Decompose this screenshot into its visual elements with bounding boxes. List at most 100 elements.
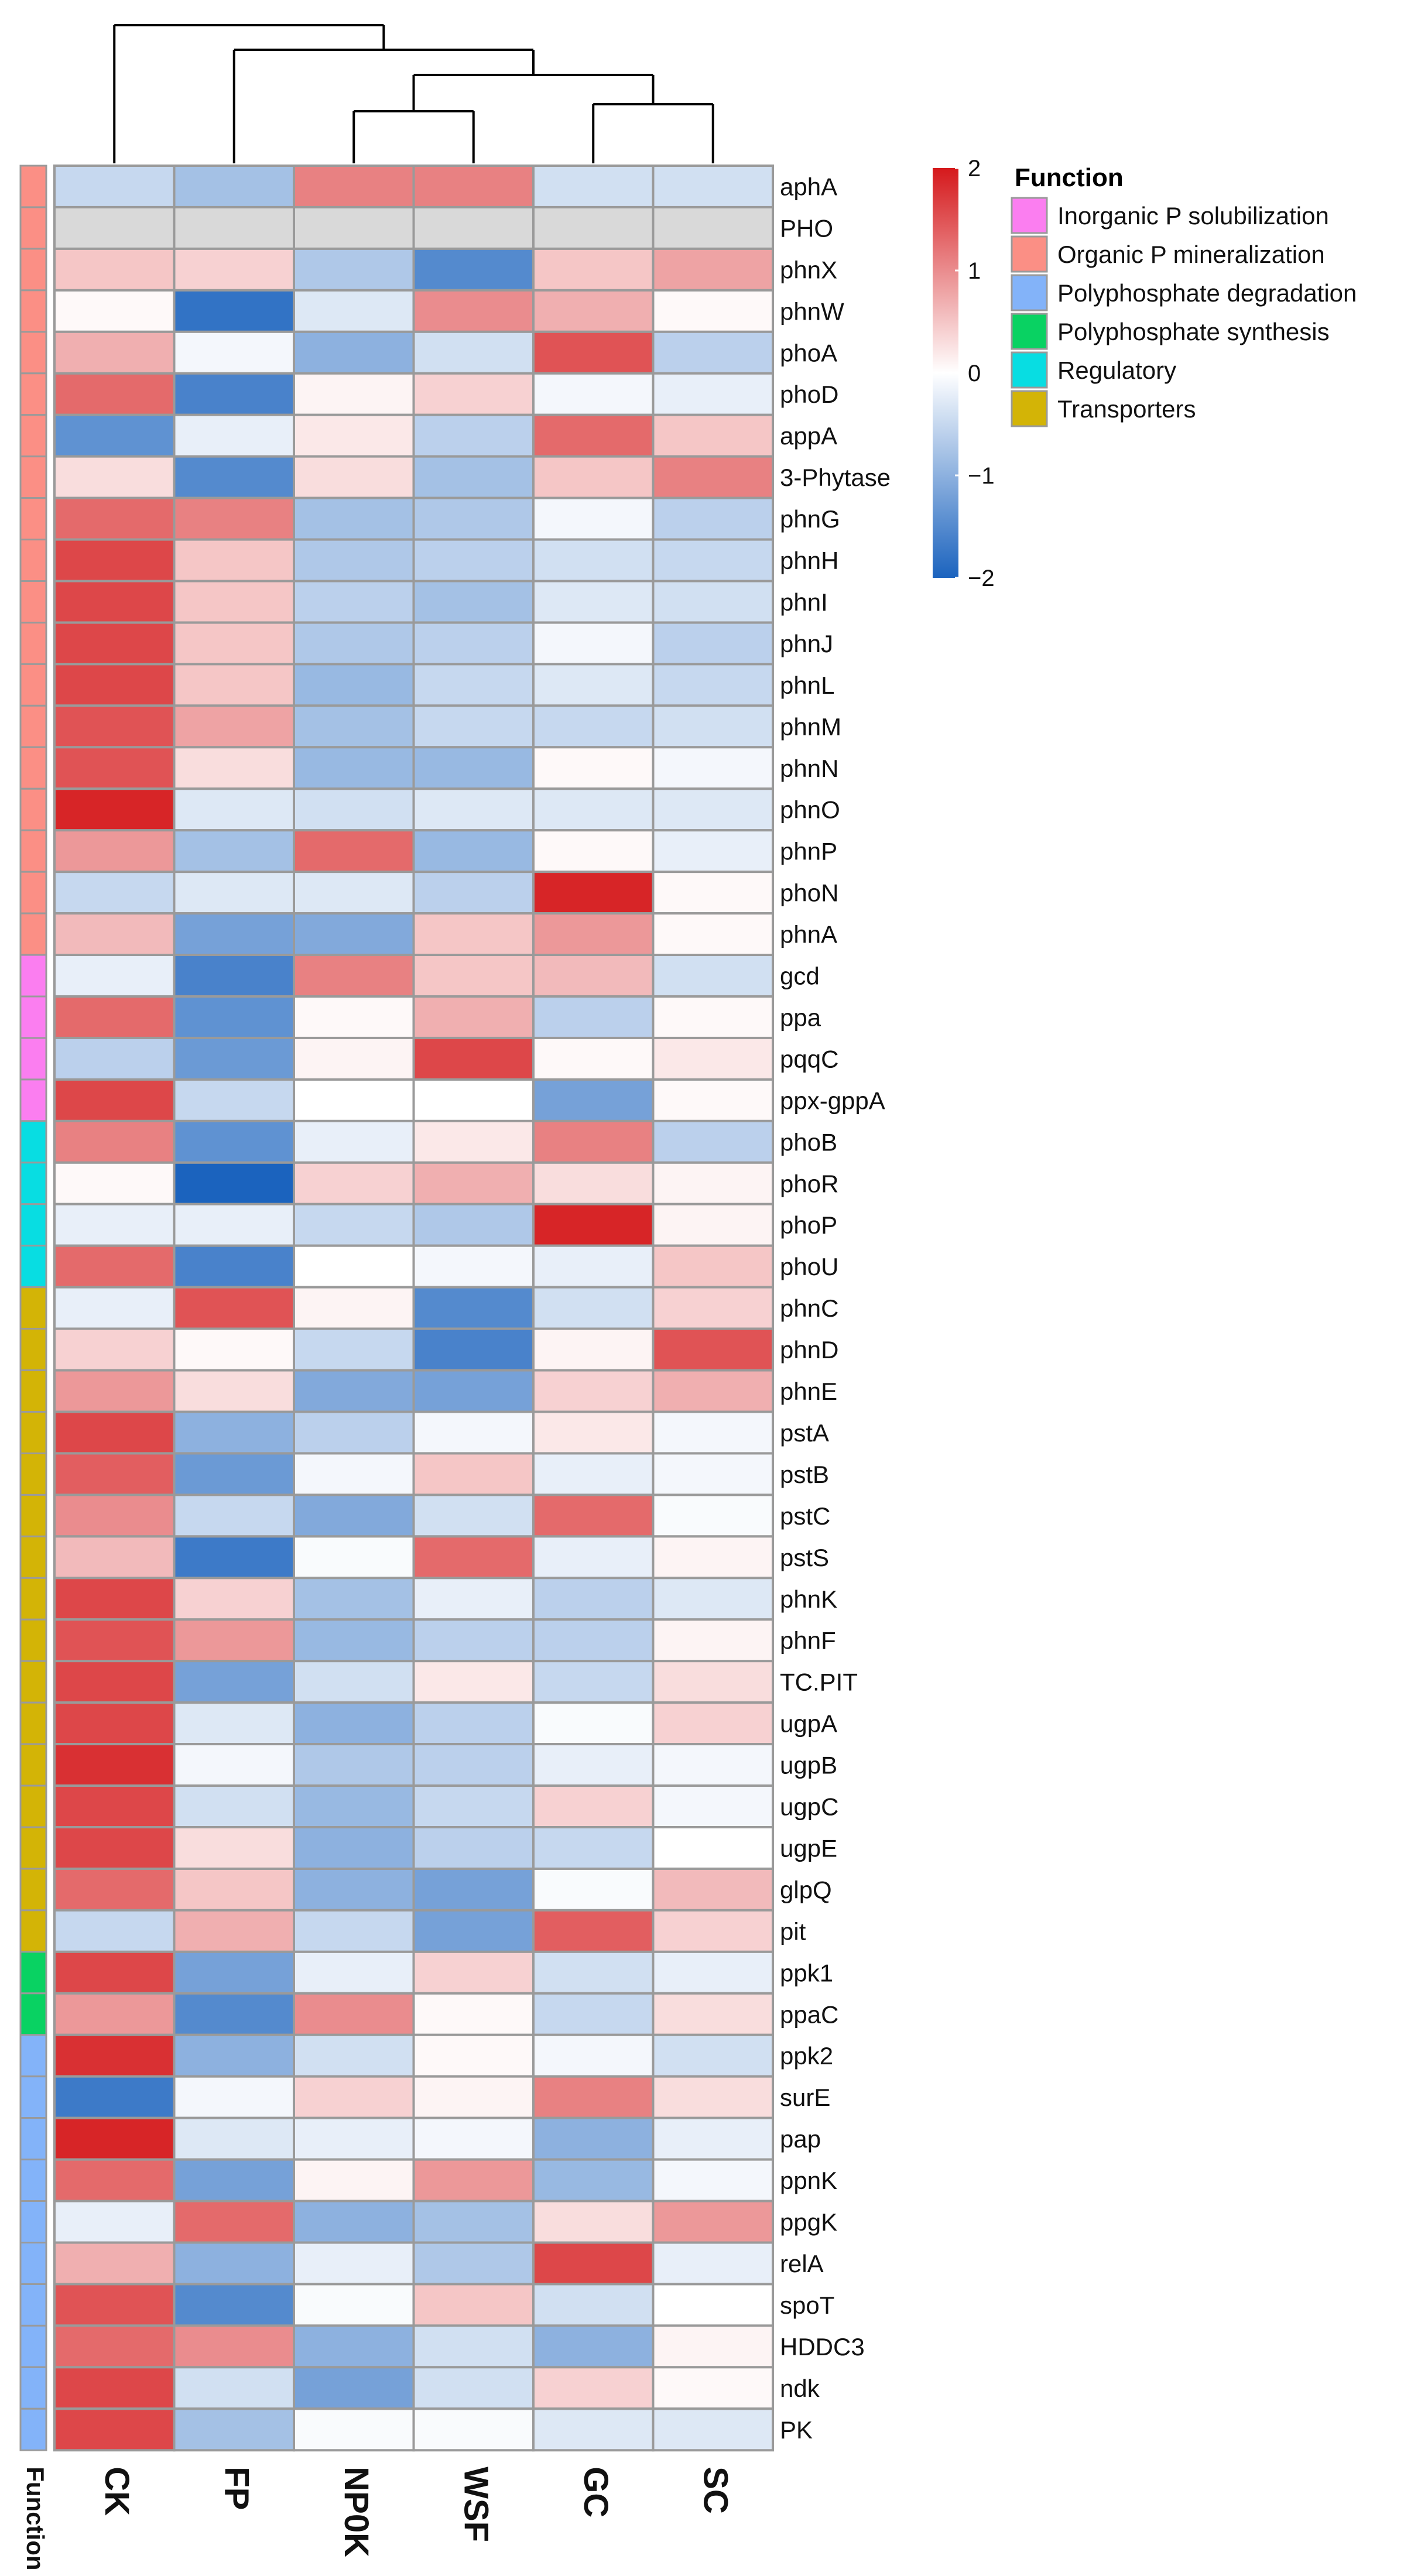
row-label: spoT (780, 2291, 834, 2319)
heatmap-cell-phnH-FP (173, 538, 295, 583)
heatmap-cell-relA-SC (652, 2241, 774, 2286)
annotation-cell (19, 954, 47, 998)
heatmap-cell-ppgK-CK (53, 2200, 176, 2244)
heatmap-cell-glpQ-SC (652, 1867, 774, 1912)
heatmap-cell-phoA-CK (53, 330, 176, 375)
heatmap-cell-phnF-WSF (412, 1618, 535, 1663)
heatmap-cell-phnC-WSF (412, 1286, 535, 1330)
heatmap-cell-pstA-FP (173, 1410, 295, 1455)
heatmap-cell-phnO-WSF (412, 787, 535, 832)
heatmap-cell-spoT-SC (652, 2283, 774, 2327)
heatmap-cell-phnH-NP0K (293, 538, 415, 583)
heatmap-cell-surE-SC (652, 2075, 774, 2119)
row-label: phoR (780, 1170, 838, 1197)
heatmap-cell-phnH-SC (652, 538, 774, 583)
annotation-cell (19, 1535, 47, 1579)
heatmap-cell-gcd-SC (652, 954, 774, 998)
heatmap-cell-3-Phytase-GC (532, 455, 655, 499)
heatmap-cell-PK-WSF (412, 2407, 535, 2452)
heatmap-cell-pqqC-SC (652, 1036, 774, 1081)
heatmap-cell-pap-WSF (412, 2116, 535, 2161)
heatmap-cell-ppa-WSF (412, 995, 535, 1039)
heatmap-cell-HDDC3-CK (53, 2324, 176, 2369)
column-label: SC (696, 2467, 734, 2514)
heatmap-cell-phnH-CK (53, 538, 176, 583)
annotation-cell (19, 1951, 47, 1995)
annotation-cell (19, 497, 47, 541)
heatmap-cell-pstA-WSF (412, 1410, 535, 1455)
heatmap-cell-phoB-GC (532, 1119, 655, 1164)
heatmap-cell-TC.PIT-WSF (412, 1660, 535, 1704)
annotation-cell (19, 2200, 47, 2244)
heatmap-cell-pqqC-WSF (412, 1036, 535, 1081)
heatmap-cell-phnG-GC (532, 496, 655, 541)
heatmap-cell-phoD-GC (532, 372, 655, 416)
heatmap-cell-ugpE-GC (532, 1826, 655, 1870)
heatmap-cell-phoA-WSF (412, 330, 535, 375)
annotation-cell (19, 372, 47, 416)
heatmap-cell-relA-GC (532, 2241, 655, 2286)
heatmap-cell-ppk1-GC (532, 1950, 655, 1995)
annotation-cell (19, 663, 47, 707)
heatmap-cell-ugpA-SC (652, 1701, 774, 1746)
legend-swatch (1011, 390, 1048, 427)
heatmap-cell-3-Phytase-CK (53, 455, 176, 499)
heatmap-cell-phnN-GC (532, 746, 655, 790)
annotation-cell (19, 1328, 47, 1372)
annotation-cell (19, 2366, 47, 2410)
heatmap-cell-phnD-NP0K (293, 1327, 415, 1372)
heatmap-cell-pstC-WSF (412, 1493, 535, 1538)
heatmap-cell-pap-CK (53, 2116, 176, 2161)
row-labels: aphA PHO phnX phnW phoA phoD appA 3-Phytase phnG… (780, 173, 891, 2443)
colorbar-gradient (933, 168, 958, 578)
heatmap-cell-glpQ-CK (53, 1867, 176, 1912)
heatmap-cell-pstS-FP (173, 1535, 295, 1580)
heatmap-cell-phoP-WSF (412, 1203, 535, 1247)
heatmap-cell-gcd-NP0K (293, 954, 415, 998)
heatmap-cell-phnW-FP (173, 289, 295, 333)
annotation-cell (19, 1493, 47, 1537)
row-label: relA (780, 2250, 824, 2277)
legend-swatch (1011, 274, 1048, 311)
heatmap-cell-spoT-GC (532, 2283, 655, 2327)
heatmap-cell-phnN-SC (652, 746, 774, 790)
heatmap-cell-pqqC-FP (173, 1036, 295, 1081)
heatmap-cell-phoR-FP (173, 1161, 295, 1205)
row-label: aphA (780, 173, 837, 200)
row-label: ppgK (780, 2208, 837, 2236)
row-label: ppk2 (780, 2042, 833, 2070)
row-label: ppnK (780, 2167, 837, 2194)
legend-label: Polyphosphate degradation (1057, 279, 1357, 307)
heatmap-cell-ppa-CK (53, 995, 176, 1039)
heatmap-cell-phoA-FP (173, 330, 295, 375)
heatmap-cell-phnM-FP (173, 704, 295, 749)
legend-swatch (1011, 235, 1048, 273)
heatmap-cell-phoD-NP0K (293, 372, 415, 416)
heatmap-cell-phoU-WSF (412, 1244, 535, 1289)
heatmap-cell-spoT-NP0K (293, 2283, 415, 2327)
heatmap-cell-ugpE-WSF (412, 1826, 535, 1870)
heatmap-cell-appA-CK (53, 413, 176, 458)
heatmap-cell-ppaC-WSF (412, 1992, 535, 2036)
heatmap-cell-gcd-GC (532, 954, 655, 998)
heatmap-cell-pstC-FP (173, 1493, 295, 1538)
heatmap-cell-phnO-SC (652, 787, 774, 832)
heatmap-cell-phoB-FP (173, 1119, 295, 1164)
heatmap-cell-aphA-CK (53, 165, 176, 208)
row-label: pstS (780, 1544, 829, 1571)
heatmap-cell-aphA-GC (532, 165, 655, 208)
heatmap-cell-phnJ-FP (173, 621, 295, 666)
heatmap-cell-phnE-SC (652, 1369, 774, 1413)
heatmap-cell-TC.PIT-SC (652, 1660, 774, 1704)
heatmap-cell-phnH-WSF (412, 538, 535, 583)
heatmap-cell-phnL-WSF (412, 663, 535, 707)
heatmap-cell-pit-NP0K (293, 1909, 415, 1953)
heatmap-cell-gcd-CK (53, 954, 176, 998)
heatmap-cell-phnP-GC (532, 829, 655, 873)
annotation-cell (19, 787, 47, 831)
heatmap-cell-appA-FP (173, 413, 295, 458)
heatmap-cell-3-Phytase-FP (173, 455, 295, 499)
annotation-cell (19, 1245, 47, 1289)
row-label: phnN (780, 755, 838, 782)
